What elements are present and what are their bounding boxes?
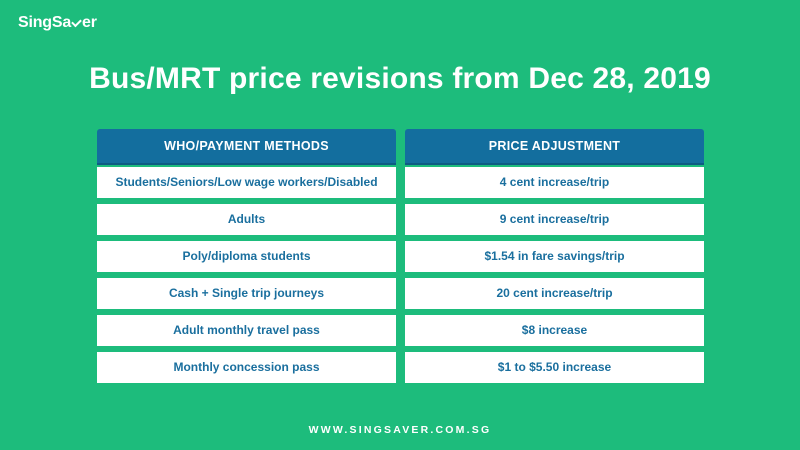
singsaver-logo[interactable]: SingSa er bbox=[18, 14, 97, 32]
who-cell: Adults bbox=[97, 204, 396, 235]
who-cell: Poly/diploma students bbox=[97, 241, 396, 272]
who-cell: Adult monthly travel pass bbox=[97, 315, 396, 346]
checkmark-v-icon bbox=[71, 16, 82, 27]
adjustment-cell: $1 to $5.50 increase bbox=[405, 352, 704, 383]
table-row: Poly/diploma students $1.54 in fare savi… bbox=[97, 241, 704, 272]
website-url[interactable]: WWW.SINGSAVER.COM.SG bbox=[308, 424, 492, 436]
adjustment-cell: $1.54 in fare savings/trip bbox=[405, 241, 704, 272]
header-who-payment-methods: WHO/PAYMENT METHODS bbox=[97, 129, 396, 163]
table-row: Students/Seniors/Low wage workers/Disabl… bbox=[97, 167, 704, 198]
price-revision-table: WHO/PAYMENT METHODS PRICE ADJUSTMENT Stu… bbox=[97, 129, 704, 389]
logo-text-part2: er bbox=[82, 14, 97, 31]
adjustment-cell: 20 cent increase/trip bbox=[405, 278, 704, 309]
who-cell: Monthly concession pass bbox=[97, 352, 396, 383]
table-row: Adults 9 cent increase/trip bbox=[97, 204, 704, 235]
table-row: Cash + Single trip journeys 20 cent incr… bbox=[97, 278, 704, 309]
page-title: Bus/MRT price revisions from Dec 28, 201… bbox=[89, 62, 711, 95]
header-price-adjustment: PRICE ADJUSTMENT bbox=[405, 129, 704, 163]
adjustment-cell: 4 cent increase/trip bbox=[405, 167, 704, 198]
table-row: Monthly concession pass $1 to $5.50 incr… bbox=[97, 352, 704, 383]
adjustment-cell: $8 increase bbox=[405, 315, 704, 346]
table-header-row: WHO/PAYMENT METHODS PRICE ADJUSTMENT bbox=[97, 129, 704, 163]
who-cell: Students/Seniors/Low wage workers/Disabl… bbox=[97, 167, 396, 198]
who-cell: Cash + Single trip journeys bbox=[97, 278, 396, 309]
adjustment-cell: 9 cent increase/trip bbox=[405, 204, 704, 235]
table-row: Adult monthly travel pass $8 increase bbox=[97, 315, 704, 346]
logo-text-part1: SingSa bbox=[18, 14, 72, 31]
